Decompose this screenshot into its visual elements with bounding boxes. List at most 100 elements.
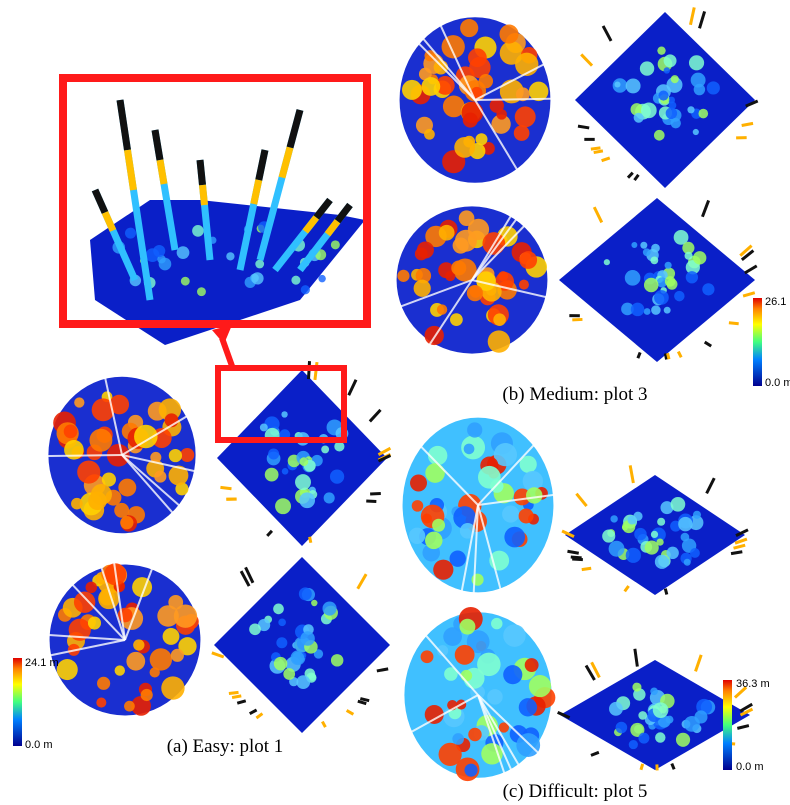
cloud-spike bbox=[358, 701, 366, 704]
cloud-point bbox=[115, 665, 125, 675]
cloud-spike bbox=[250, 710, 257, 714]
cloud-point bbox=[281, 411, 287, 417]
cloud-spike bbox=[690, 7, 694, 24]
zoom-point bbox=[192, 225, 204, 237]
cloud-point bbox=[282, 468, 289, 475]
cloud-point bbox=[330, 469, 344, 483]
cloud-spike bbox=[734, 545, 746, 548]
cloud-point bbox=[397, 270, 409, 282]
zoom-point bbox=[331, 240, 340, 249]
cloud-point bbox=[71, 498, 83, 510]
cloud-point bbox=[300, 457, 309, 466]
cloud-point bbox=[650, 256, 658, 264]
cloud-spike bbox=[212, 653, 224, 657]
cloud-point bbox=[503, 665, 522, 684]
cloud-point bbox=[664, 67, 670, 73]
cloud-point bbox=[643, 248, 651, 256]
zoom-spike-top bbox=[155, 130, 160, 160]
cloud-point bbox=[88, 616, 101, 629]
cloud-point bbox=[498, 271, 508, 281]
cloud-spike bbox=[729, 323, 739, 324]
cloud-point bbox=[656, 538, 663, 545]
cloud-point bbox=[296, 675, 310, 689]
cloud-point bbox=[644, 278, 659, 293]
cloud-point bbox=[665, 276, 676, 287]
cloud-point bbox=[519, 508, 534, 523]
cloud-point bbox=[450, 313, 463, 326]
cloud-spike bbox=[591, 752, 599, 755]
cloud-point bbox=[655, 555, 669, 569]
cloud-point bbox=[467, 422, 482, 437]
cloud-point bbox=[693, 511, 701, 519]
cloud-point bbox=[89, 429, 112, 452]
cloud-spike bbox=[707, 478, 715, 493]
cloud-point bbox=[150, 648, 172, 670]
cloud-point bbox=[602, 530, 615, 543]
colorbar-max: 24.1 m bbox=[25, 657, 59, 669]
cloud-point bbox=[694, 84, 705, 95]
colorbar-max: 26.1 m bbox=[765, 296, 790, 308]
cloud-spike bbox=[641, 764, 643, 770]
cloud-point bbox=[634, 528, 646, 540]
cloud-point bbox=[322, 601, 336, 615]
cloud-point bbox=[452, 733, 464, 745]
cloud-point bbox=[91, 484, 112, 505]
cloud-point bbox=[74, 592, 95, 613]
cloud-spike bbox=[630, 465, 633, 483]
cloud-point bbox=[124, 701, 135, 712]
cloud-point bbox=[417, 241, 434, 258]
cloud-point bbox=[654, 290, 669, 305]
zoom-spike-top bbox=[120, 100, 128, 150]
zoom-spike-mid bbox=[203, 185, 205, 205]
cloud-point bbox=[260, 423, 268, 431]
zoom-spike-mid bbox=[254, 180, 259, 204]
cloud-spike bbox=[742, 123, 753, 125]
zoom-spike-mid bbox=[105, 213, 113, 231]
cloud-point bbox=[526, 487, 542, 503]
cloud-spike bbox=[581, 54, 592, 65]
colorbar bbox=[753, 298, 762, 386]
cloud-point bbox=[402, 80, 422, 100]
cloud-spike bbox=[696, 655, 702, 672]
cloud-point bbox=[454, 137, 475, 158]
cloud-point bbox=[443, 627, 462, 646]
zoom-spike-mid bbox=[160, 160, 164, 184]
cloud-point bbox=[275, 498, 291, 514]
cloud-gap bbox=[475, 99, 557, 100]
cloud-point bbox=[432, 519, 445, 532]
cloud-spike bbox=[745, 266, 757, 273]
cloud-point bbox=[274, 657, 288, 671]
cloud-point bbox=[126, 652, 145, 671]
cloud-point bbox=[664, 54, 677, 67]
cloud-point bbox=[268, 448, 279, 459]
colorbar bbox=[723, 680, 732, 770]
cloud-spike bbox=[267, 531, 272, 536]
cloud-point bbox=[610, 515, 617, 522]
zoom-spike-mid bbox=[282, 148, 290, 178]
cloud-point bbox=[671, 118, 681, 128]
colorbar-min: 0.0 m bbox=[765, 377, 790, 389]
cloud-point bbox=[686, 271, 698, 283]
cloud-point bbox=[163, 628, 180, 645]
cloud-spike bbox=[737, 726, 749, 729]
cloud-spike bbox=[668, 353, 669, 359]
cloud-point bbox=[516, 733, 540, 757]
cloud-point bbox=[467, 285, 483, 301]
cloud-point bbox=[693, 251, 706, 264]
cloud-point bbox=[644, 308, 651, 315]
cloud-point bbox=[658, 90, 668, 100]
cloud-point bbox=[491, 618, 502, 629]
cloud-point bbox=[439, 225, 455, 241]
cloud-spike bbox=[366, 501, 376, 502]
cloud-point bbox=[519, 698, 537, 716]
cloud-point bbox=[324, 492, 335, 503]
cloud-point bbox=[690, 548, 700, 558]
cloud-point bbox=[519, 251, 537, 269]
cloud-point bbox=[468, 728, 481, 741]
cloud-point bbox=[450, 550, 466, 566]
cloud-point bbox=[451, 260, 466, 275]
zoom-point bbox=[226, 252, 234, 260]
cloud-point bbox=[640, 242, 647, 249]
cloud-point bbox=[410, 475, 427, 492]
cloud-point bbox=[488, 330, 510, 352]
